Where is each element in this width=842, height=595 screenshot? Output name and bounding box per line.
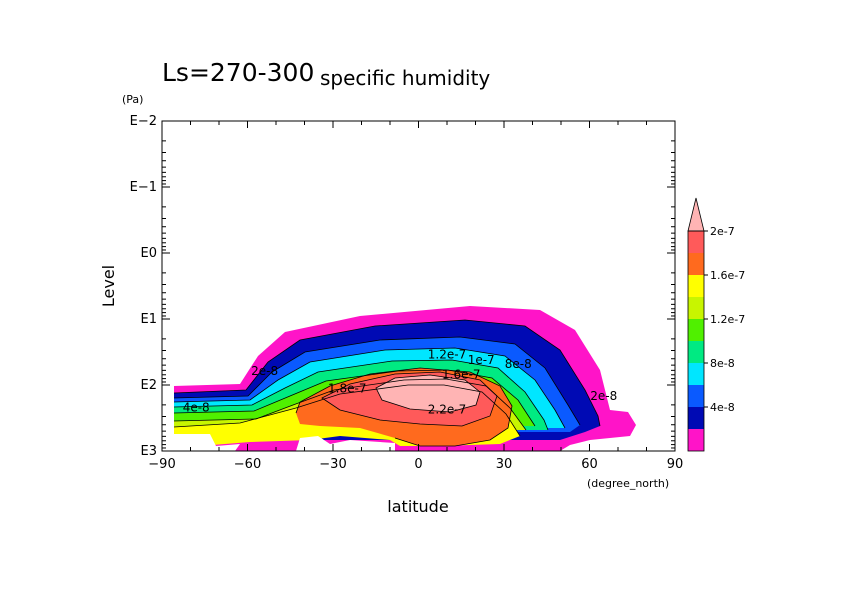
x-unit-label: (degree_north) bbox=[587, 477, 669, 490]
colorbar-band bbox=[688, 297, 704, 319]
contour-line-2.2e-7 bbox=[375, 374, 481, 413]
contour-labels: 2e-8 4e-8 2e-8 1.2e-7 1e-7 8e-8 1.8e-7 1.6e-7 2.… bbox=[183, 348, 618, 417]
contour-line-1.8e-7 bbox=[295, 367, 513, 447]
colorbar-tick-label: 4e-8 bbox=[710, 401, 735, 414]
contour-line-1.6e-7 bbox=[173, 384, 521, 437]
colorbar-tick-label: 1.6e-7 bbox=[710, 269, 745, 282]
contour-label: 2e-8 bbox=[251, 364, 278, 378]
colorbar-band bbox=[688, 319, 704, 341]
contour-line-1.4e-7 bbox=[173, 378, 527, 431]
contour-label: 8e-8 bbox=[505, 357, 532, 371]
blank-lower-left bbox=[162, 434, 240, 451]
colorbar-band bbox=[688, 341, 704, 363]
colorbar-tick-label: 8e-8 bbox=[710, 357, 735, 370]
contour-label: 2e-8 bbox=[590, 389, 617, 403]
y-tick-label: E2 bbox=[141, 378, 158, 393]
colorbar-frame bbox=[687, 230, 705, 452]
x-tick-label: 90 bbox=[667, 457, 684, 472]
contour-lines bbox=[173, 319, 601, 447]
contour-line-6e-8 bbox=[173, 336, 581, 426]
colorbar-band bbox=[688, 253, 704, 275]
colorbar-extend-triangle bbox=[687, 197, 705, 232]
chart-title: Ls=270-300 bbox=[162, 58, 314, 87]
chart-subtitle: specific humidity bbox=[320, 66, 490, 90]
x-tick-label: 30 bbox=[496, 457, 513, 472]
contour-line-1e-7 bbox=[173, 359, 549, 431]
contour-line-4e-8 bbox=[173, 319, 601, 427]
y-axis: E−2 E−1 E0 E1 E2 E3 bbox=[130, 114, 675, 459]
contour-label: 1e-7 bbox=[468, 353, 495, 367]
contour-label: 4e-8 bbox=[183, 400, 210, 414]
colorbar-tick-label: 1.2e-7 bbox=[710, 313, 745, 326]
y-unit-label: (Pa) bbox=[122, 93, 143, 106]
contour-label: 1.6e-7 bbox=[442, 368, 480, 382]
contour-label: 1.2e-7 bbox=[428, 348, 466, 362]
contour-fills bbox=[162, 306, 636, 451]
x-tick-label: −60 bbox=[234, 457, 261, 472]
y-axis-label: Level bbox=[99, 265, 118, 307]
colorbar-tick-label: 2e-7 bbox=[710, 225, 735, 238]
colorbar-band bbox=[688, 231, 704, 253]
y-tick-label: E−1 bbox=[130, 180, 157, 195]
colorbar-band bbox=[688, 429, 704, 451]
x-tick-label: −90 bbox=[148, 457, 175, 472]
colorbar-band bbox=[688, 407, 704, 429]
band-2.2e-7 bbox=[376, 375, 480, 412]
contour-line-2e-7 bbox=[321, 371, 498, 427]
contour-label: 1.8e-7 bbox=[328, 382, 366, 396]
x-axis: −90 −60 −30 0 30 60 90 bbox=[148, 121, 683, 472]
x-tick-label: 0 bbox=[414, 457, 422, 472]
x-axis-label: latitude bbox=[387, 497, 448, 516]
x-tick-label: −30 bbox=[319, 457, 346, 472]
colorbar-band bbox=[688, 275, 704, 297]
blank-bottom-patch bbox=[296, 436, 395, 451]
contour-line-8e-8 bbox=[173, 347, 566, 429]
y-tick-label: E3 bbox=[141, 444, 158, 459]
colorbar-band bbox=[688, 363, 704, 385]
y-tick-label: E−2 bbox=[130, 114, 157, 129]
y-tick-label: E0 bbox=[141, 246, 158, 261]
contour-label: 2.2e-7 bbox=[428, 402, 466, 416]
y-tick-label: E1 bbox=[141, 312, 158, 327]
colorbar: 4e-8 8e-8 1.2e-7 1.6e-7 2e-7 bbox=[687, 197, 745, 452]
x-tick-label: 60 bbox=[581, 457, 598, 472]
colorbar-band bbox=[688, 385, 704, 407]
